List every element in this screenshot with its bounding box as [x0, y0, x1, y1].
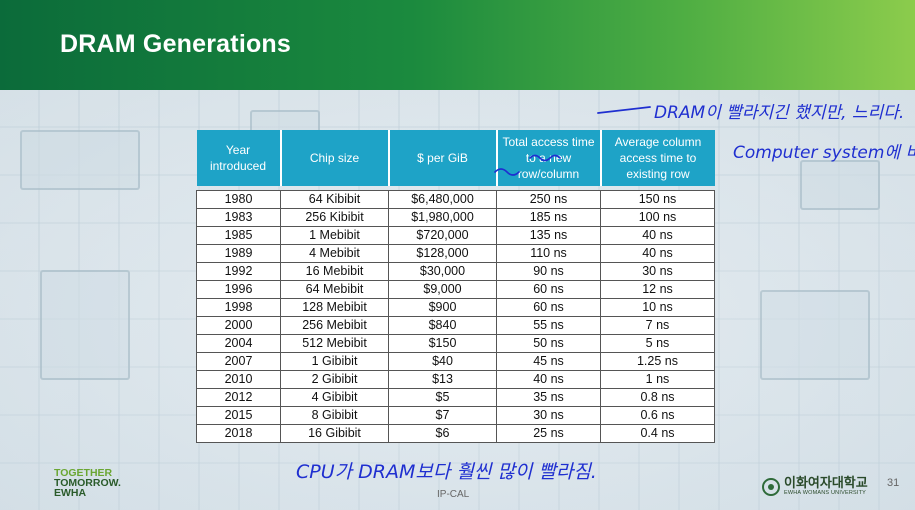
cell-chip-size: 64 Mebibit [280, 279, 389, 299]
ink-arrow-line [597, 106, 651, 114]
table-row: 2000 256 Mebibit $840 55 ns 7 ns [196, 315, 715, 335]
circuit-chip-decoration [800, 160, 880, 210]
table-row: 2015 8 Gibibit $7 30 ns 0.6 ns [196, 405, 715, 425]
page-number: 31 [887, 477, 900, 489]
header-column-access-time: Average column access time to existing r… [600, 130, 715, 186]
circuit-chip-decoration [760, 290, 870, 380]
cell-year: 2007 [196, 351, 281, 371]
together-tomorrow-logo: TOGETHER TOMORROW. EWHA [54, 467, 121, 499]
cell-price: $900 [388, 297, 497, 317]
cell-column-access: 12 ns [600, 279, 715, 299]
cell-total-access: 45 ns [496, 351, 601, 371]
cell-price: $9,000 [388, 279, 497, 299]
handwritten-note-bottom: CPU가 DRAM보다 훨씬 많이 빨라짐. [296, 461, 597, 483]
cell-chip-size: 16 Gibibit [280, 423, 389, 443]
table-row: 1983 256 Kibibit $1,980,000 185 ns 100 ns [196, 207, 715, 227]
cell-year: 2010 [196, 369, 281, 389]
cell-price: $5 [388, 387, 497, 407]
cell-column-access: 1 ns [600, 369, 715, 389]
cell-year: 2000 [196, 315, 281, 335]
cell-price: $6,480,000 [388, 189, 497, 209]
circuit-chip-decoration [40, 270, 130, 380]
cell-column-access: 0.8 ns [600, 387, 715, 407]
header-total-access-time: Total access time to a new row/column [496, 130, 602, 186]
cell-price: $128,000 [388, 243, 497, 263]
cell-year: 1992 [196, 261, 281, 281]
cell-price: $7 [388, 405, 497, 425]
cell-total-access: 135 ns [496, 225, 601, 245]
table-row: 1996 64 Mebibit $9,000 60 ns 12 ns [196, 279, 715, 299]
university-name-english: EWHA WOMANS UNIVERSITY [784, 490, 867, 496]
cell-total-access: 110 ns [496, 243, 601, 263]
header-price-per-gib: $ per GiB [388, 130, 498, 186]
cell-column-access: 100 ns [600, 207, 715, 227]
cell-price: $1,980,000 [388, 207, 497, 227]
header-chip-size: Chip size [280, 130, 390, 186]
logo-line-3: EWHA [54, 487, 87, 499]
cell-chip-size: 256 Kibibit [280, 207, 389, 227]
dram-generations-table: Year introduced Chip size $ per GiB Tota… [196, 130, 715, 443]
cell-price: $13 [388, 369, 497, 389]
cell-price: $6 [388, 423, 497, 443]
cell-total-access: 55 ns [496, 315, 601, 335]
cell-column-access: 0.6 ns [600, 405, 715, 425]
header-year: Year introduced [196, 130, 282, 186]
table-row: 2012 4 Gibibit $5 35 ns 0.8 ns [196, 387, 715, 407]
cell-price: $150 [388, 333, 497, 353]
ink-underline-squiggle [494, 154, 561, 176]
cell-column-access: 0.4 ns [600, 423, 715, 443]
slide-title: DRAM Generations [60, 30, 292, 58]
cell-total-access: 50 ns [496, 333, 601, 353]
cell-column-access: 30 ns [600, 261, 715, 281]
cell-year: 1989 [196, 243, 281, 263]
logo-line-1: TOGETHER [54, 467, 113, 479]
cell-chip-size: 1 Mebibit [280, 225, 389, 245]
cell-total-access: 185 ns [496, 207, 601, 227]
cell-chip-size: 16 Mebibit [280, 261, 389, 281]
table-row: 1989 4 Mebibit $128,000 110 ns 40 ns [196, 243, 715, 263]
handwritten-note-right: Computer system에 비해. [733, 143, 915, 163]
cell-total-access: 40 ns [496, 369, 601, 389]
cell-total-access: 25 ns [496, 423, 601, 443]
university-name-korean: 이화여자대학교 [784, 475, 868, 490]
ewha-university-logo: 이화여자대학교 EWHA WOMANS UNIVERSITY [762, 476, 868, 497]
table-row: 1992 16 Mebibit $30,000 90 ns 30 ns [196, 261, 715, 281]
circuit-chip-decoration [20, 130, 140, 190]
cell-chip-size: 1 Gibibit [280, 351, 389, 371]
table-row: 2018 16 Gibibit $6 25 ns 0.4 ns [196, 423, 715, 443]
logo-line-2: TOMORROW. [54, 477, 121, 489]
table-row: 2010 2 Gibibit $13 40 ns 1 ns [196, 369, 715, 389]
cell-year: 1998 [196, 297, 281, 317]
cell-column-access: 7 ns [600, 315, 715, 335]
cell-chip-size: 512 Mebibit [280, 333, 389, 353]
handwritten-note-top: DRAM이 빨라지긴 했지만, 느리다. [654, 103, 905, 123]
table-row: 1985 1 Mebibit $720,000 135 ns 40 ns [196, 225, 715, 245]
table-header-row: Year introduced Chip size $ per GiB Tota… [196, 130, 715, 186]
cell-total-access: 90 ns [496, 261, 601, 281]
cell-price: $720,000 [388, 225, 497, 245]
footer-lab-name: IP-CAL [437, 489, 470, 500]
cell-total-access: 60 ns [496, 279, 601, 299]
cell-year: 2018 [196, 423, 281, 443]
slide-header: DRAM Generations [0, 0, 915, 90]
university-emblem-icon [762, 477, 780, 496]
cell-column-access: 5 ns [600, 333, 715, 353]
